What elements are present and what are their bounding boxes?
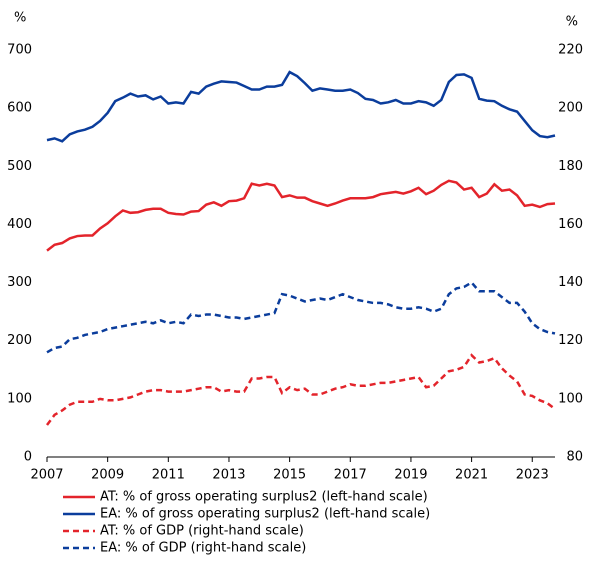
x-tick-label: 2011: [152, 468, 185, 483]
x-tick-label: 2009: [91, 468, 124, 483]
y2-tick-label: 80: [566, 450, 583, 465]
x-tick-label: 2019: [394, 468, 427, 483]
y2-tick-label: 160: [558, 217, 583, 232]
y2-axis-label: %: [566, 15, 578, 30]
x-tick-label: 2023: [516, 468, 549, 483]
y2-tick-label: 200: [558, 101, 583, 116]
series-line: [46, 70, 556, 143]
legend-label: AT: % of gross operating surplus2 (left-…: [100, 490, 428, 505]
y-tick-label: 400: [7, 217, 32, 232]
y-tick-label: 100: [7, 391, 32, 406]
y-axis-label: %: [14, 11, 26, 26]
y2-tick-label: 120: [558, 333, 583, 348]
x-tick-label: 2013: [212, 468, 245, 483]
x-tick-label: 2007: [30, 468, 63, 483]
series-line: [45, 353, 556, 426]
x-tick-label: 2015: [273, 468, 306, 483]
y-tick-label: 500: [7, 159, 32, 174]
legend-label: AT: % of GDP (right-hand scale): [100, 524, 304, 539]
y-tick-label: 200: [7, 333, 32, 348]
legend-label: EA: % of gross operating surplus2 (left-…: [100, 507, 430, 522]
y2-tick-label: 140: [558, 275, 583, 290]
y-tick-label: 0: [24, 450, 32, 465]
y2-tick-label: 100: [558, 391, 583, 406]
y-tick-label: 700: [7, 43, 32, 58]
y-tick-label: 300: [7, 275, 32, 290]
x-tick-label: 2017: [334, 468, 367, 483]
series-line: [46, 179, 556, 252]
y-tick-label: 600: [7, 101, 32, 116]
series-line: [46, 280, 556, 354]
y2-tick-label: 220: [558, 43, 583, 58]
y2-tick-label: 180: [558, 159, 583, 174]
x-tick-label: 2021: [455, 468, 488, 483]
legend-label: EA: % of GDP (right-hand scale): [100, 541, 306, 556]
